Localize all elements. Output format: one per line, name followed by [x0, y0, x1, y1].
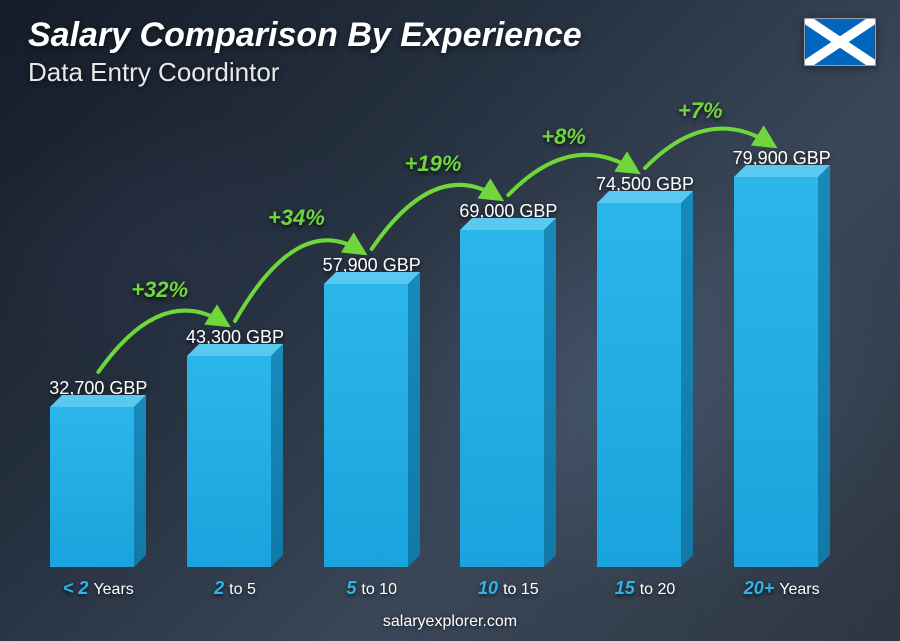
bar-top-face: [734, 165, 830, 177]
bar-slot: 32,700 GBP: [30, 120, 167, 567]
x-axis-label: 20+ Years: [713, 578, 850, 599]
bar-slot: 74,500 GBP: [577, 120, 714, 567]
scotland-flag-icon: [804, 18, 876, 66]
bar: [187, 356, 283, 567]
chart-frame: Salary Comparison By Experience Data Ent…: [0, 0, 900, 641]
bar-slot: 69,000 GBP: [440, 120, 577, 567]
bar-slot: 57,900 GBP: [303, 120, 440, 567]
bars-container: 32,700 GBP43,300 GBP57,900 GBP69,000 GBP…: [30, 120, 850, 567]
bar-slot: 43,300 GBP: [167, 120, 304, 567]
bar-top-face: [597, 191, 693, 203]
bar-side-face: [818, 165, 830, 567]
footer-attribution: salaryexplorer.com: [0, 613, 900, 631]
bar-top-face: [460, 218, 556, 230]
bar: [460, 230, 556, 567]
bar-side-face: [681, 191, 693, 567]
page-subtitle: Data Entry Coordintor: [28, 57, 582, 88]
bar: [734, 177, 830, 567]
page-title: Salary Comparison By Experience: [28, 16, 582, 55]
bar-front-face: [734, 177, 818, 567]
increase-pct-label: +8%: [541, 124, 586, 150]
bar-side-face: [134, 395, 146, 567]
increase-pct-label: +34%: [268, 205, 325, 231]
bar-front-face: [324, 284, 408, 567]
bar-top-face: [324, 272, 420, 284]
x-axis-label: 2 to 5: [167, 578, 304, 599]
bar-side-face: [271, 344, 283, 567]
x-axis-label: < 2 Years: [30, 578, 167, 599]
increase-pct-label: +7%: [678, 98, 723, 124]
bar: [324, 284, 420, 567]
increase-pct-label: +19%: [405, 151, 462, 177]
x-axis: < 2 Years2 to 55 to 1010 to 1515 to 2020…: [30, 578, 850, 599]
x-axis-label: 10 to 15: [440, 578, 577, 599]
x-axis-label: 15 to 20: [577, 578, 714, 599]
title-block: Salary Comparison By Experience Data Ent…: [28, 16, 582, 88]
x-axis-label: 5 to 10: [303, 578, 440, 599]
bar-front-face: [460, 230, 544, 567]
bar-slot: 79,900 GBP: [713, 120, 850, 567]
bar-chart: 32,700 GBP43,300 GBP57,900 GBP69,000 GBP…: [30, 120, 850, 567]
bar-side-face: [544, 218, 556, 567]
increase-pct-label: +32%: [131, 277, 188, 303]
bar-side-face: [408, 272, 420, 567]
bar-front-face: [50, 407, 134, 567]
bar: [597, 203, 693, 567]
bar-front-face: [597, 203, 681, 567]
bar-front-face: [187, 356, 271, 567]
bar: [50, 407, 146, 567]
bar-top-face: [187, 344, 283, 356]
bar-top-face: [50, 395, 146, 407]
